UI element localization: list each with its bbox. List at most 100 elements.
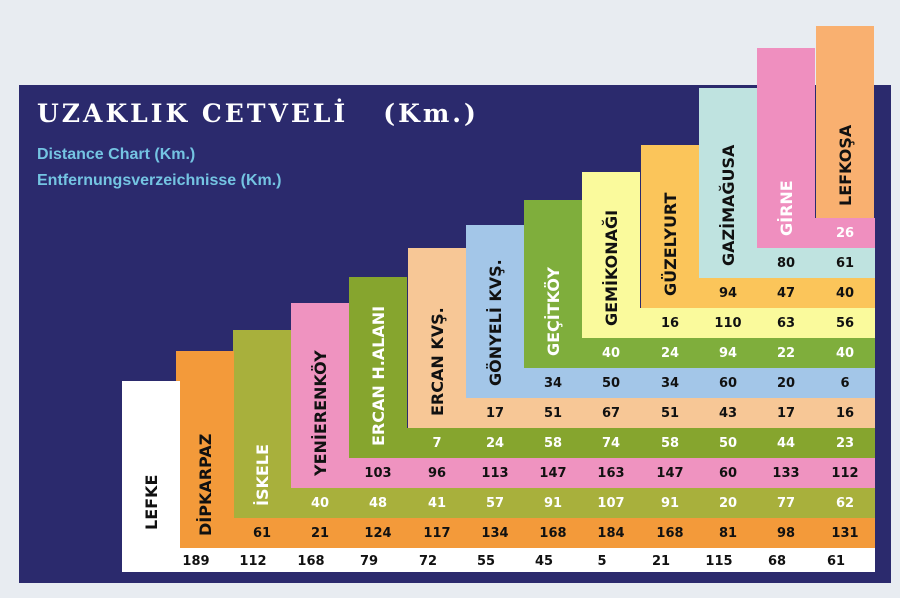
cell-yenierenkoy-girne: 133 [772,466,799,481]
subtitle-german: Entfernungsverzeichnisse (Km.) [37,172,282,189]
cell-yenierenkoy-ercan-h-alani: 103 [364,466,391,481]
cell-iskele-ercan-kvs: 41 [428,496,446,511]
cell-ercan-kvs-gazimagusa: 43 [719,406,737,421]
cell-lefke-dipkarpaz: 189 [182,554,209,569]
header-girne: GİRNE [777,180,796,236]
cell-iskele-yenierenkoy: 40 [311,496,329,511]
cell-lefke-ercan-kvs: 72 [419,554,437,569]
cell-iskele-gemikonagi: 107 [597,496,624,511]
cell-dipkarpaz-gonyeli-kvs: 134 [481,526,508,541]
cell-yenierenkoy-gemikonagi: 163 [597,466,624,481]
cell-lefke-gazimagusa: 115 [705,554,732,569]
header-ercan-h-alani: ERCAN H.ALANI [369,306,388,446]
band-yenierenkoy [291,303,875,488]
band-iskele [233,330,875,518]
cell-yenierenkoy-gecitkoy: 147 [539,466,566,481]
title-text: UZAKLIK CETVELİ [37,99,349,128]
cell-lefke-lefkosa: 61 [827,554,845,569]
cell-iskele-guzelyurt: 91 [661,496,679,511]
header-yenierenkoy: YENİERENKÖY [311,350,330,477]
cell-gecitkoy-gemikonagi: 40 [602,346,620,361]
band-dipkarpaz [176,351,875,548]
cell-ercan-h-alani-gemikonagi: 74 [602,436,620,451]
cell-guzelyurt-lefkosa: 40 [836,286,854,301]
cell-iskele-ercan-h-alani: 48 [369,496,387,511]
cell-lefke-yenierenkoy: 168 [297,554,324,569]
cell-lefke-ercan-h-alani: 79 [360,554,378,569]
band-gazimagusa [699,88,875,278]
band-gonyeli-kvs [466,225,875,398]
cell-gonyeli-kvs-gazimagusa: 60 [719,376,737,391]
cell-ercan-h-alani-gecitkoy: 58 [544,436,562,451]
header-gazimagusa: GAZİMAĞUSA [719,144,738,266]
cell-gonyeli-kvs-lefkosa: 6 [840,376,849,391]
cell-yenierenkoy-guzelyurt: 147 [656,466,683,481]
cell-lefke-gemikonagi: 5 [597,554,606,569]
header-dipkarpaz: DİPKARPAZ [196,434,215,536]
band-gecitkoy [524,200,875,368]
cell-dipkarpaz-ercan-kvs: 117 [423,526,450,541]
cell-yenierenkoy-gonyeli-kvs: 113 [481,466,508,481]
cell-guzelyurt-girne: 47 [777,286,795,301]
band-lefkosa [816,26,874,218]
band-ercan-h-alani [349,277,875,458]
cell-gemikonagi-lefkosa: 56 [836,316,854,331]
cell-dipkarpaz-yenierenkoy: 21 [311,526,329,541]
cell-ercan-kvs-gonyeli-kvs: 17 [486,406,504,421]
cell-ercan-kvs-guzelyurt: 51 [661,406,679,421]
cell-yenierenkoy-ercan-kvs: 96 [428,466,446,481]
chart-title: UZAKLIK CETVELİ (Km.) [37,99,479,128]
cell-ercan-kvs-girne: 17 [777,406,795,421]
title-unit: (Km.) [383,99,479,128]
cell-ercan-h-alani-lefkosa: 23 [836,436,854,451]
cell-gecitkoy-girne: 22 [777,346,795,361]
cell-dipkarpaz-girne: 98 [777,526,795,541]
cell-dipkarpaz-gemikonagi: 184 [597,526,624,541]
cell-lefke-gecitkoy: 45 [535,554,553,569]
header-gecitkoy: GEÇİTKÖY [544,267,563,356]
cell-gecitkoy-lefkosa: 40 [836,346,854,361]
cell-lefke-guzelyurt: 21 [652,554,670,569]
band-guzelyurt [641,145,875,308]
cell-gonyeli-kvs-gemikonagi: 50 [602,376,620,391]
cell-lefke-iskele: 112 [239,554,266,569]
header-guzelyurt: GÜZELYURT [661,192,680,296]
header-lefkosa: LEFKOŞA [836,124,855,206]
cell-dipkarpaz-gecitkoy: 168 [539,526,566,541]
cell-dipkarpaz-guzelyurt: 168 [656,526,683,541]
cell-gazimagusa-girne: 80 [777,256,795,271]
band-ercan-kvs [408,248,875,428]
cell-gecitkoy-guzelyurt: 24 [661,346,679,361]
cell-ercan-kvs-gecitkoy: 51 [544,406,562,421]
cell-ercan-h-alani-gazimagusa: 50 [719,436,737,451]
band-gemikonagi [582,172,875,338]
cell-lefke-girne: 68 [768,554,786,569]
cell-ercan-h-alani-gonyeli-kvs: 24 [486,436,504,451]
header-ercan-kvs: ERCAN KVŞ. [428,307,447,416]
cell-dipkarpaz-gazimagusa: 81 [719,526,737,541]
cell-lefke-gonyeli-kvs: 55 [477,554,495,569]
cell-yenierenkoy-lefkosa: 112 [831,466,858,481]
cell-ercan-h-alani-ercan-kvs: 7 [432,436,441,451]
header-lefke: LEFKE [142,475,161,530]
cell-gonyeli-kvs-guzelyurt: 34 [661,376,679,391]
cell-iskele-gecitkoy: 91 [544,496,562,511]
cell-dipkarpaz-ercan-h-alani: 124 [364,526,391,541]
cell-gazimagusa-lefkosa: 61 [836,256,854,271]
cell-gonyeli-kvs-girne: 20 [777,376,795,391]
cell-dipkarpaz-lefkosa: 131 [831,526,858,541]
cell-iskele-gazimagusa: 20 [719,496,737,511]
header-iskele: İSKELE [253,444,272,506]
cell-yenierenkoy-gazimagusa: 60 [719,466,737,481]
cell-gemikonagi-girne: 63 [777,316,795,331]
cell-gonyeli-kvs-gecitkoy: 34 [544,376,562,391]
cell-gemikonagi-gazimagusa: 110 [714,316,741,331]
subtitle-english: Distance Chart (Km.) [37,146,196,163]
cell-dipkarpaz-iskele: 61 [253,526,271,541]
cell-iskele-gonyeli-kvs: 57 [486,496,504,511]
cell-ercan-kvs-gemikonagi: 67 [602,406,620,421]
header-gemikonagi: GEMİKONAĞI [602,210,621,326]
cell-ercan-kvs-lefkosa: 16 [836,406,854,421]
band-girne [757,48,875,248]
